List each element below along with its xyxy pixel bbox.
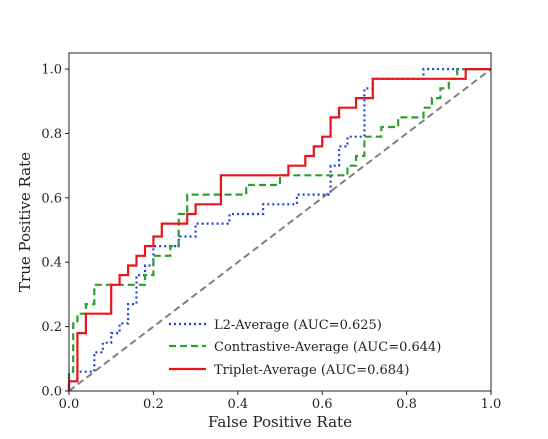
y-tick-label: 0.6 — [41, 191, 62, 206]
series-layer — [67, 67, 492, 392]
ticks-layer: 0.0 0.2 0.4 0.6 0.8 1.0 0.0 0.2 0.4 0.6 0.8 1.0 — [41, 63, 501, 412]
legend: L2-Average (AUC=0.625) Contrastive-Averag… — [169, 318, 441, 378]
y-tick-label: 0.2 — [41, 320, 62, 335]
chance-diagonal-line — [68, 68, 492, 392]
x-tick-label: 0.2 — [143, 397, 164, 412]
plot-frame — [68, 52, 492, 392]
legend-label: L2-Average (AUC=0.625) — [214, 318, 382, 333]
y-tick-label: 0.0 — [41, 385, 62, 400]
x-axis-label: False Positive Rate — [208, 413, 352, 431]
x-tick-label: 0.0 — [59, 397, 80, 412]
y-tick-label: 0.4 — [41, 256, 62, 271]
y-axis-label: True Positive Rate — [16, 152, 34, 292]
legend-label: Triplet-Average (AUC=0.684) — [214, 363, 409, 378]
x-tick-label: 0.8 — [396, 397, 417, 412]
x-tick-label: 0.6 — [312, 397, 333, 412]
legend-label: Contrastive-Average (AUC=0.644) — [214, 340, 441, 355]
l2-average-roc-curve — [67, 67, 491, 391]
y-tick-label: 1.0 — [41, 63, 62, 78]
x-tick-label: 1.0 — [481, 397, 502, 412]
contrastive-average-roc-curve — [67, 67, 491, 391]
x-tick-label: 0.4 — [227, 397, 248, 412]
triplet-average-roc-curve — [67, 67, 491, 391]
y-tick-label: 0.8 — [41, 127, 62, 142]
